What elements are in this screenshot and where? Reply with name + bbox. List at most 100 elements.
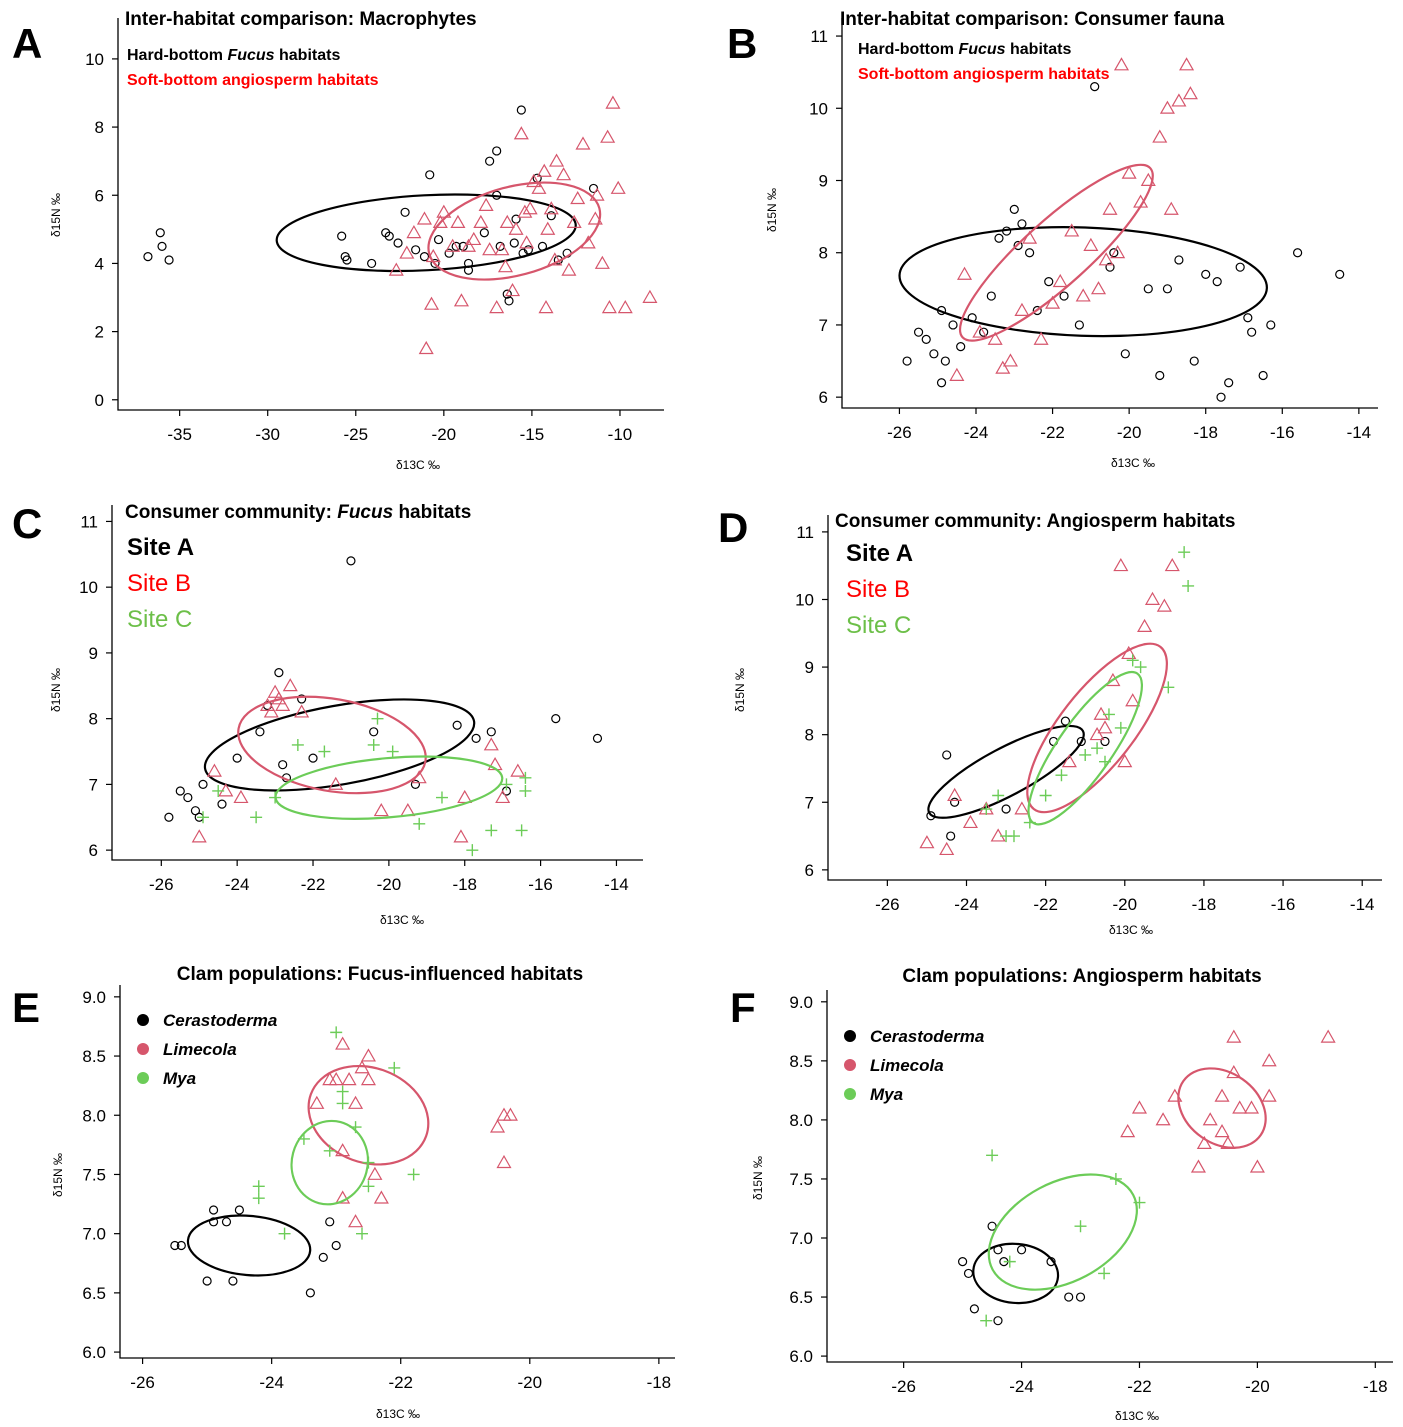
point (561, 262, 577, 276)
point (949, 367, 965, 381)
point (990, 828, 1006, 842)
y-tick-label: 7.5 (82, 1165, 106, 1184)
x-tick-label: -22 (1040, 423, 1065, 442)
x-tick-label: -20 (432, 425, 457, 444)
point (588, 183, 599, 194)
point (413, 817, 426, 830)
point (278, 760, 288, 770)
point (323, 1144, 336, 1157)
point (198, 779, 208, 789)
point (963, 1268, 974, 1279)
point (318, 1252, 328, 1262)
point (1189, 356, 1199, 366)
point (1156, 598, 1172, 612)
point (1247, 327, 1257, 337)
point (388, 262, 404, 276)
legend-entry: Limecola (163, 1040, 237, 1059)
y-tick-label: 6 (89, 841, 98, 860)
point (1091, 742, 1104, 755)
x-tick-label: -35 (167, 425, 192, 444)
x-tick-label: -18 (1193, 423, 1218, 442)
point (1039, 789, 1052, 802)
point (1105, 672, 1121, 687)
point (373, 802, 389, 817)
chart-title: Clam populations: Fucus-influenced habit… (177, 964, 583, 985)
ellipse (203, 698, 476, 792)
panel-d: D Consumer community: Angiosperm habitats… (718, 504, 1382, 937)
point (384, 231, 394, 241)
point (1249, 1159, 1265, 1173)
point (950, 797, 960, 807)
point (1045, 295, 1061, 309)
panel-a: A Inter-habitat comparison: Macrophytes -3… (12, 9, 664, 472)
point (341, 1072, 357, 1086)
legend: Cerastoderma Limecola Mya (844, 1027, 984, 1104)
point (492, 146, 502, 156)
point (255, 727, 265, 737)
x-tick-label: -24 (954, 895, 979, 914)
point (1143, 284, 1153, 294)
legend-marker (137, 1043, 149, 1055)
point (221, 1217, 232, 1227)
y-tick-label: 8 (89, 710, 98, 729)
point (371, 712, 384, 725)
x-tick-label: -15 (520, 425, 545, 444)
point (328, 1072, 344, 1086)
point (348, 1095, 364, 1109)
y-tick-label: 0 (95, 391, 104, 410)
point (1017, 219, 1027, 229)
point (274, 668, 284, 678)
point (1102, 708, 1115, 721)
point (496, 1107, 512, 1121)
point (929, 349, 939, 359)
axes (117, 18, 664, 411)
x-tick-label: -22 (1127, 1377, 1152, 1396)
point (466, 231, 482, 246)
series-soft-bottom-angiosperm-habitats (949, 57, 1198, 381)
panel-letter: B (727, 20, 757, 67)
point (1105, 262, 1115, 272)
series-mya (980, 1149, 1146, 1327)
ellipse (427, 181, 602, 281)
legend-entry: Site A (846, 540, 913, 567)
series-site-c (980, 546, 1195, 843)
point (416, 211, 432, 225)
point (228, 1276, 238, 1286)
axes (827, 515, 1382, 881)
point (980, 1314, 993, 1327)
point (1016, 1245, 1027, 1255)
point (540, 221, 556, 235)
point (547, 252, 563, 266)
point (294, 704, 310, 718)
point (1131, 1100, 1148, 1114)
point (1002, 353, 1018, 367)
point (217, 799, 227, 809)
point (305, 1288, 315, 1298)
point (1064, 1292, 1074, 1302)
point (386, 745, 399, 758)
point (1182, 579, 1195, 592)
point (318, 745, 331, 758)
legend-entry: Site C (846, 612, 911, 639)
point (1013, 240, 1023, 251)
point (1190, 1159, 1206, 1173)
point (587, 211, 603, 225)
point (1044, 277, 1054, 287)
point (466, 844, 479, 857)
ellipse (1026, 642, 1168, 814)
y-axis-label: δ15N ‰ (733, 668, 747, 712)
point (1144, 591, 1161, 605)
point (444, 248, 454, 258)
point (1052, 273, 1068, 288)
y-tick-label: 2 (95, 323, 104, 342)
legend-entry: Site B (127, 570, 191, 597)
point (485, 156, 495, 166)
y-tick-label: 8.5 (789, 1052, 813, 1071)
point (1055, 769, 1068, 782)
panel-letter: C (12, 500, 42, 547)
point (986, 1149, 999, 1162)
x-tick-label: -20 (1112, 895, 1137, 914)
legend-entry: Site B (846, 576, 910, 603)
point (1110, 245, 1126, 259)
point (263, 704, 279, 718)
